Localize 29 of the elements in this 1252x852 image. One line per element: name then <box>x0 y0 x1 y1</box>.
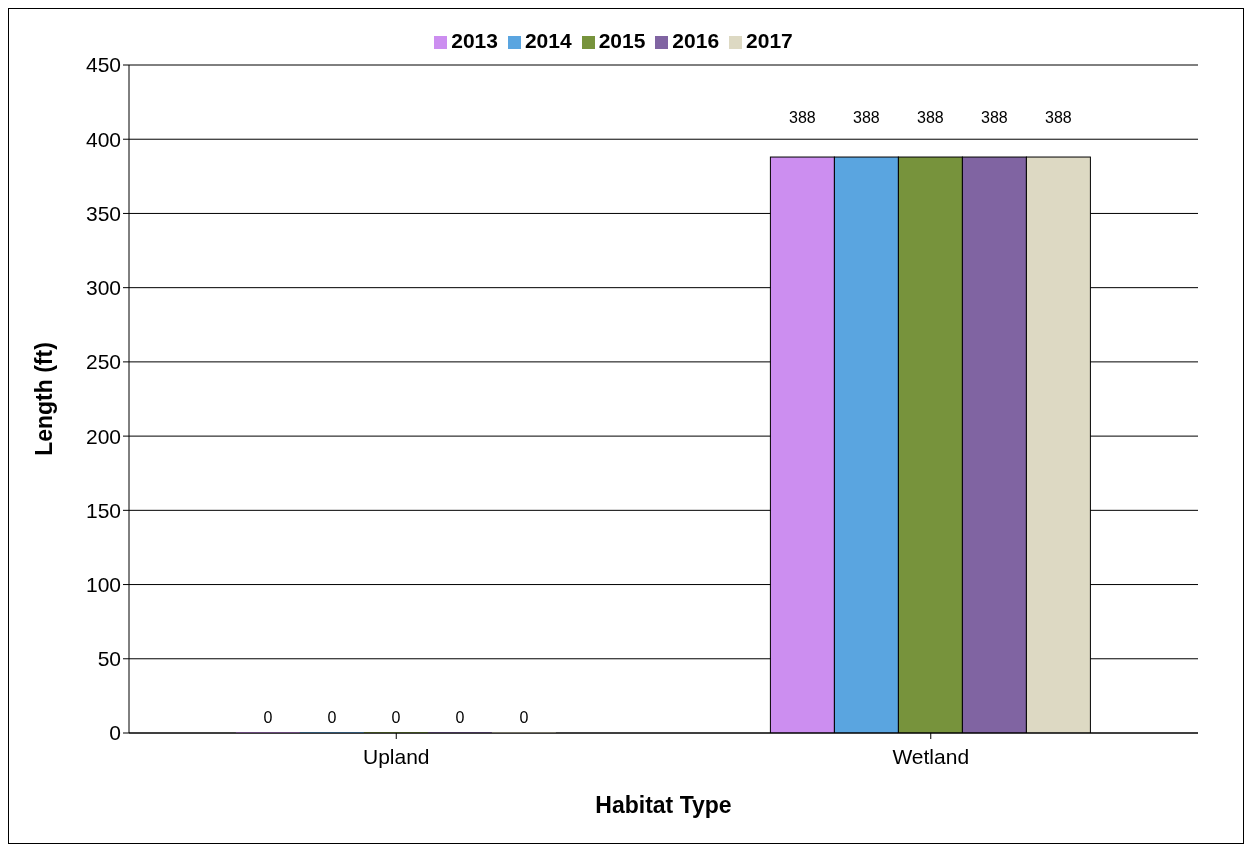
legend-label: 2014 <box>524 29 572 52</box>
data-label: 0 <box>519 709 529 726</box>
y-tick-label: 350 <box>85 201 121 225</box>
legend-label: 2015 <box>598 29 646 52</box>
y-tick-label: 250 <box>85 350 121 374</box>
data-label: 0 <box>263 709 273 726</box>
x-tick-label: Wetland <box>892 744 970 768</box>
data-label: 388 <box>917 109 944 127</box>
data-label: 388 <box>789 109 816 127</box>
y-tick-label: 100 <box>85 573 121 597</box>
data-label: 0 <box>391 709 401 726</box>
y-tick-label: 150 <box>85 498 121 522</box>
legend-label: 2016 <box>672 29 720 52</box>
data-label: 0 <box>327 709 337 726</box>
x-axis-title: Habitat Type <box>595 792 732 818</box>
x-tick-label: Upland <box>362 744 430 768</box>
data-label: 388 <box>981 109 1008 127</box>
y-axis-title: Length (ft) <box>31 342 58 456</box>
data-label: 388 <box>1045 109 1072 127</box>
y-tick-label: 400 <box>85 127 121 151</box>
legend-label: 2017 <box>746 29 793 52</box>
data-label: 0 <box>455 709 465 726</box>
legend-label: 2013 <box>451 29 498 52</box>
y-tick-label: 0 <box>109 721 121 745</box>
data-label: 388 <box>853 109 880 127</box>
y-tick-label: 450 <box>85 53 121 77</box>
y-tick-label: 200 <box>85 424 121 448</box>
y-tick-label: 300 <box>85 276 121 300</box>
y-tick-label: 50 <box>97 647 121 671</box>
